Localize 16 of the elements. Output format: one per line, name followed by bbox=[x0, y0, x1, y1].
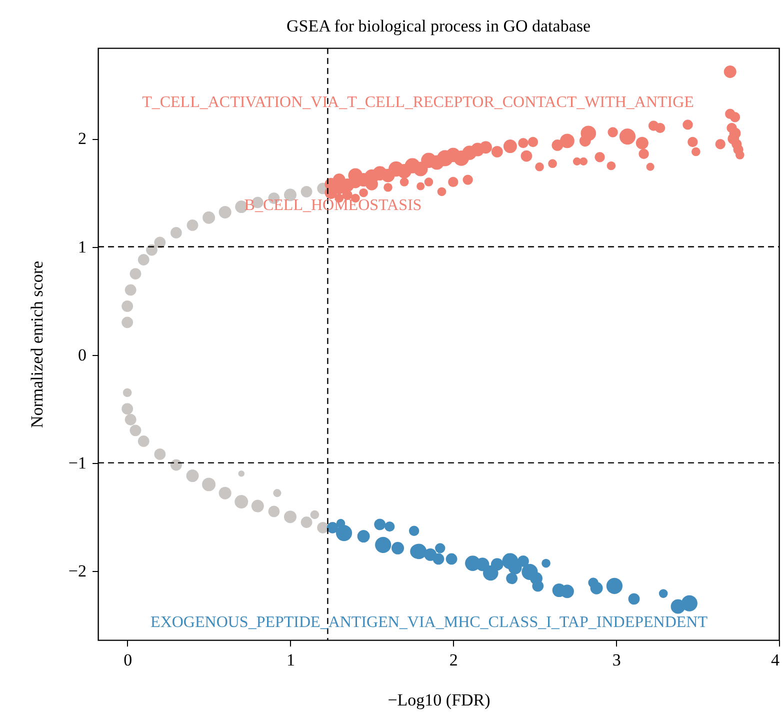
x-tick-label: 0 bbox=[124, 650, 132, 670]
x-tick-label: 2 bbox=[449, 650, 458, 670]
y-tick-label: −2 bbox=[68, 561, 86, 580]
x-tick-label: 1 bbox=[286, 650, 295, 670]
chart-title: GSEA for biological process in GO database bbox=[286, 16, 591, 36]
y-axis-title: Normalized enrich score bbox=[27, 260, 46, 428]
x-tick-label: 3 bbox=[612, 650, 621, 670]
annotation: T_CELL_ACTIVATION_VIA_T_CELL_RECEPTOR_CONTACT_WITH_ANTIGE bbox=[142, 94, 694, 111]
annotation: B_CELL_HOMEOSTASIS bbox=[244, 197, 422, 214]
x-axis-title: −Log10 (FDR) bbox=[388, 690, 490, 710]
y-tick-label: 1 bbox=[78, 237, 86, 256]
x-tick-label: 4 bbox=[771, 650, 780, 670]
annotation: EXOGENOUS_PEPTIDE_ANTIGEN_VIA_MHC_CLASS_I_TAP_INDEPENDENT bbox=[150, 614, 708, 631]
y-tick-label: 0 bbox=[78, 345, 86, 364]
y-tick-label: −1 bbox=[68, 453, 86, 472]
y-tick-label: 2 bbox=[78, 129, 86, 148]
